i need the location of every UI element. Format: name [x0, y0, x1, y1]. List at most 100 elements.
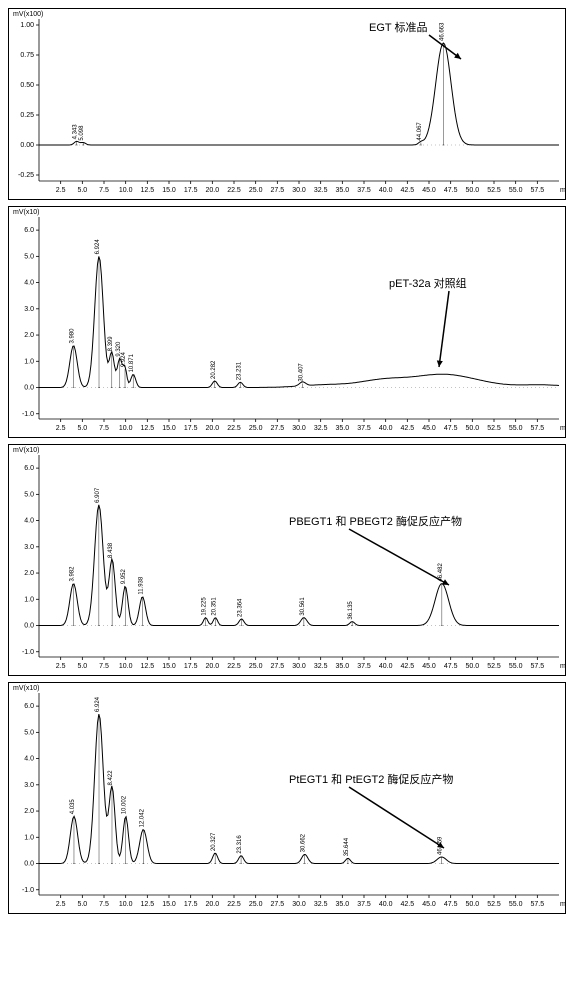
annotation-label: PBEGT1 和 PBEGT2 酶促反应产物 — [289, 514, 462, 528]
svg-text:5.0: 5.0 — [77, 901, 87, 908]
svg-text:2.5: 2.5 — [56, 425, 66, 432]
svg-text:10.0: 10.0 — [119, 187, 133, 194]
svg-text:4.0: 4.0 — [24, 280, 34, 287]
svg-text:10.0: 10.0 — [119, 425, 133, 432]
svg-text:17.5: 17.5 — [184, 663, 198, 670]
svg-text:7.5: 7.5 — [99, 425, 109, 432]
svg-text:57.5: 57.5 — [531, 425, 545, 432]
svg-text:min: min — [560, 663, 565, 670]
svg-text:17.5: 17.5 — [184, 187, 198, 194]
peak-label: 10.002 — [122, 795, 128, 814]
svg-text:32.5: 32.5 — [314, 663, 328, 670]
y-axis-label: mV(x10) — [13, 685, 39, 692]
svg-text:12.5: 12.5 — [141, 663, 155, 670]
svg-text:52.5: 52.5 — [487, 187, 501, 194]
peak-label: 23.364 — [237, 598, 243, 617]
annotation-label: EGT 标准品 — [369, 20, 427, 34]
peak-label: 6.924 — [95, 239, 101, 255]
svg-text:20.0: 20.0 — [206, 425, 220, 432]
svg-text:2.0: 2.0 — [24, 808, 34, 815]
svg-text:37.5: 37.5 — [357, 663, 371, 670]
svg-text:2.5: 2.5 — [56, 901, 66, 908]
peak-label: 44.067 — [417, 122, 423, 141]
chromatogram-svg: -1.00.01.02.03.04.05.06.02.55.07.510.012… — [9, 445, 565, 675]
svg-text:52.5: 52.5 — [487, 663, 501, 670]
svg-text:55.0: 55.0 — [509, 187, 523, 194]
svg-text:3.0: 3.0 — [24, 782, 34, 789]
svg-text:47.5: 47.5 — [444, 663, 458, 670]
svg-text:15.0: 15.0 — [162, 187, 176, 194]
peak-label: 3.982 — [70, 566, 76, 582]
svg-text:40.0: 40.0 — [379, 187, 393, 194]
svg-text:3.0: 3.0 — [24, 306, 34, 313]
chromatogram-panel: -0.250.000.250.500.751.002.55.07.510.012… — [8, 8, 566, 200]
svg-text:-1.0: -1.0 — [22, 887, 34, 894]
svg-text:4.0: 4.0 — [24, 518, 34, 525]
chromatogram-svg: -0.250.000.250.500.751.002.55.07.510.012… — [9, 9, 565, 199]
peak-label: 20.351 — [211, 597, 217, 616]
svg-text:0.00: 0.00 — [20, 142, 34, 149]
svg-text:-0.25: -0.25 — [18, 172, 34, 179]
svg-text:5.0: 5.0 — [77, 663, 87, 670]
svg-text:20.0: 20.0 — [206, 187, 220, 194]
svg-text:25.0: 25.0 — [249, 901, 263, 908]
svg-text:50.0: 50.0 — [466, 187, 480, 194]
peak-label: 8.438 — [108, 542, 114, 558]
svg-text:1.0: 1.0 — [24, 596, 34, 603]
peak-label: 35.644 — [344, 837, 350, 856]
svg-text:45.0: 45.0 — [422, 187, 436, 194]
svg-text:0.0: 0.0 — [24, 623, 34, 630]
chromatogram-figure: -0.250.000.250.500.751.002.55.07.510.012… — [8, 8, 566, 914]
chromatogram-svg: -1.00.01.02.03.04.05.06.02.55.07.510.012… — [9, 207, 565, 437]
svg-text:47.5: 47.5 — [444, 425, 458, 432]
peak-label: 4.343 — [73, 124, 79, 140]
svg-text:32.5: 32.5 — [314, 187, 328, 194]
svg-text:7.5: 7.5 — [99, 187, 109, 194]
peak-label: 3.980 — [69, 328, 75, 344]
peak-label: 30.662 — [301, 833, 307, 852]
svg-text:2.5: 2.5 — [56, 187, 66, 194]
svg-text:55.0: 55.0 — [509, 901, 523, 908]
svg-text:0.25: 0.25 — [20, 112, 34, 119]
svg-text:0.50: 0.50 — [20, 82, 34, 89]
chromatogram-panel: -1.00.01.02.03.04.05.06.02.55.07.510.012… — [8, 444, 566, 676]
chromatogram-svg: -1.00.01.02.03.04.05.06.02.55.07.510.012… — [9, 683, 565, 913]
peak-label: 5.098 — [79, 125, 85, 141]
peak-label: 4.035 — [70, 799, 76, 815]
svg-text:22.5: 22.5 — [227, 425, 241, 432]
svg-text:10.0: 10.0 — [119, 663, 133, 670]
svg-text:1.00: 1.00 — [20, 22, 34, 29]
svg-text:2.0: 2.0 — [24, 332, 34, 339]
svg-text:15.0: 15.0 — [162, 425, 176, 432]
svg-text:35.0: 35.0 — [336, 425, 350, 432]
peak-label: 12.042 — [139, 808, 145, 827]
svg-text:0.0: 0.0 — [24, 861, 34, 868]
svg-text:40.0: 40.0 — [379, 901, 393, 908]
peak-label: 9.924 — [121, 351, 127, 367]
svg-text:30.0: 30.0 — [292, 425, 306, 432]
svg-text:min: min — [560, 901, 565, 908]
svg-text:5.0: 5.0 — [77, 425, 87, 432]
svg-text:40.0: 40.0 — [379, 663, 393, 670]
svg-text:45.0: 45.0 — [422, 663, 436, 670]
peak-label: 23.316 — [237, 835, 243, 854]
peak-label: 8.399 — [108, 336, 114, 352]
svg-text:5.0: 5.0 — [24, 253, 34, 260]
y-axis-label: mV(x100) — [13, 11, 43, 18]
peak-label: 6.907 — [95, 487, 101, 503]
y-axis-label: mV(x10) — [13, 209, 39, 216]
svg-text:22.5: 22.5 — [227, 663, 241, 670]
svg-text:12.5: 12.5 — [141, 901, 155, 908]
svg-text:1.0: 1.0 — [24, 358, 34, 365]
svg-text:22.5: 22.5 — [227, 187, 241, 194]
y-axis-label: mV(x10) — [13, 447, 39, 454]
svg-text:37.5: 37.5 — [357, 187, 371, 194]
peak-label: 10.871 — [129, 353, 135, 372]
svg-text:32.5: 32.5 — [314, 901, 328, 908]
peak-label: 11.938 — [138, 576, 144, 595]
svg-text:20.0: 20.0 — [206, 663, 220, 670]
chromatogram-trace — [39, 714, 559, 863]
svg-text:52.5: 52.5 — [487, 901, 501, 908]
svg-text:50.0: 50.0 — [466, 425, 480, 432]
annotation-label: PtEGT1 和 PtEGT2 酶促反应产物 — [289, 772, 453, 786]
